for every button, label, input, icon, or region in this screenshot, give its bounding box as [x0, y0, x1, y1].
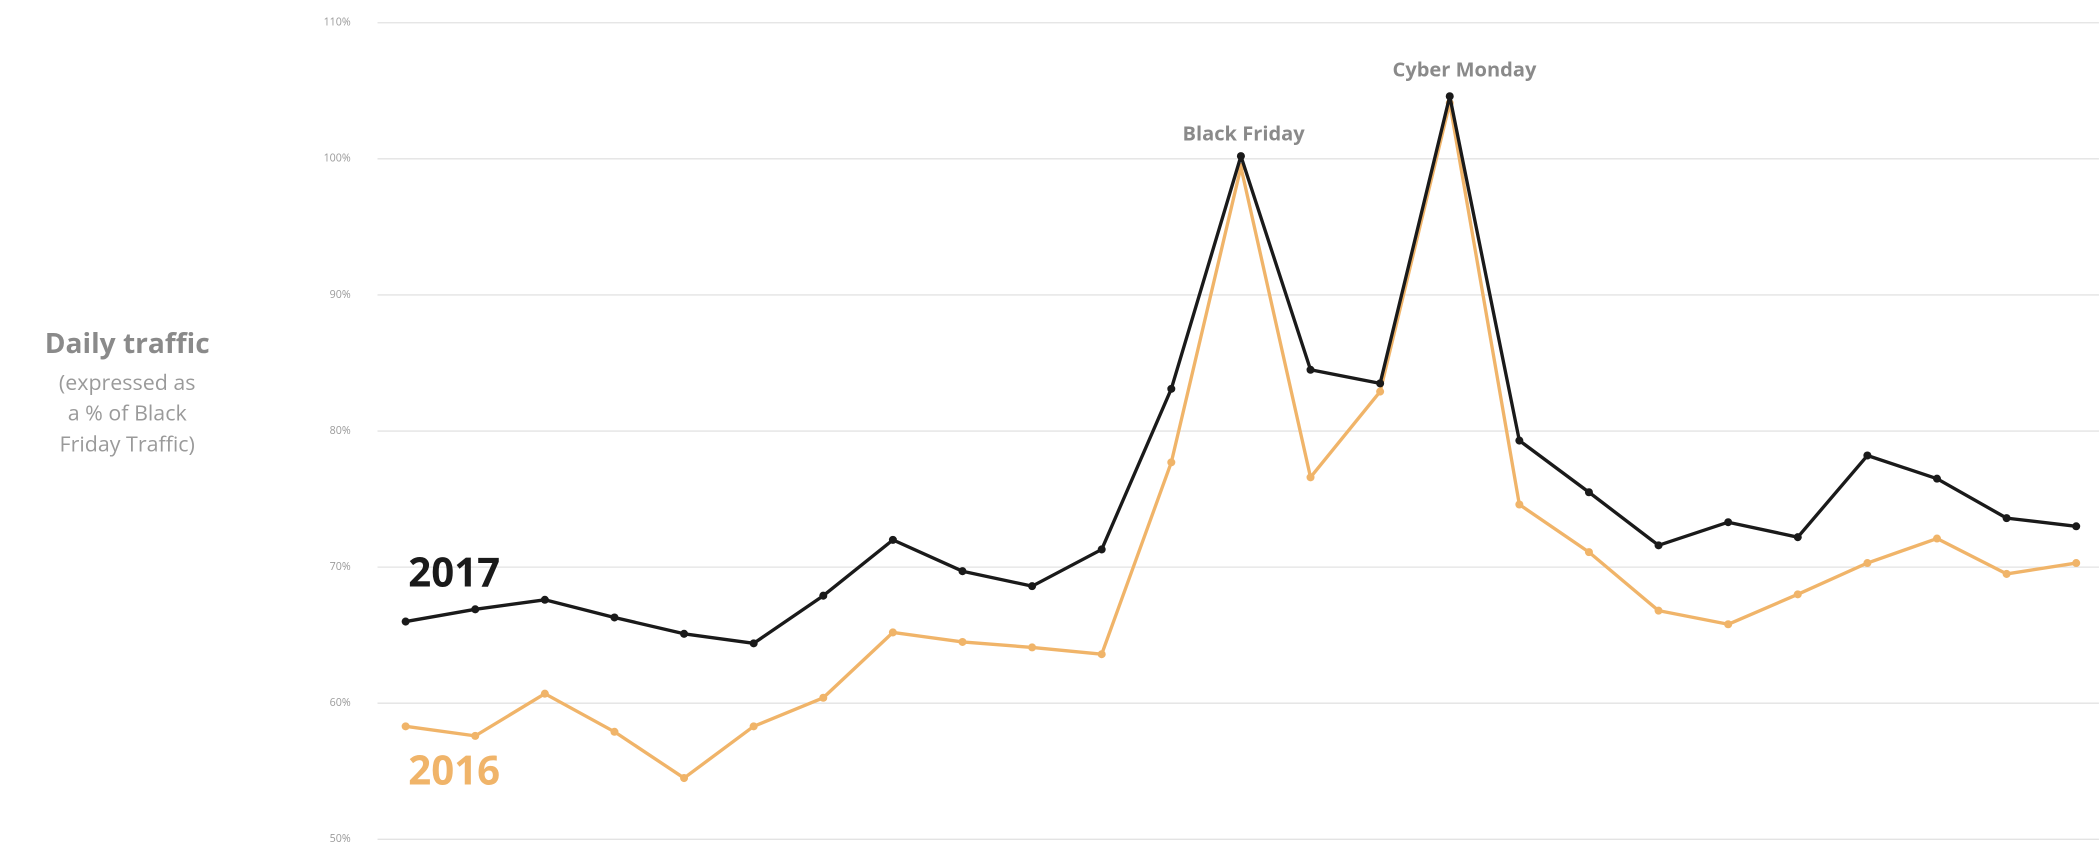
- y-tick-label: 110%: [324, 16, 351, 30]
- marker: [819, 591, 828, 600]
- marker: [958, 567, 967, 576]
- series-label: 2016: [408, 741, 500, 796]
- y-tick-label: 70%: [330, 560, 351, 574]
- y-tick-label: 90%: [330, 288, 351, 302]
- marker: [1445, 92, 1454, 101]
- y-tick-label: 60%: [330, 696, 351, 710]
- marker: [749, 639, 758, 648]
- marker: [749, 722, 758, 731]
- series-label: 2017: [408, 543, 500, 598]
- marker: [1097, 650, 1106, 659]
- marker: [1863, 559, 1872, 568]
- marker: [2072, 559, 2081, 568]
- marker: [401, 722, 410, 731]
- marker: [888, 535, 897, 544]
- marker: [1376, 379, 1385, 388]
- marker: [1306, 365, 1315, 374]
- marker: [680, 629, 689, 638]
- marker: [1793, 590, 1802, 599]
- marker: [1028, 643, 1037, 652]
- marker: [1584, 548, 1593, 557]
- y-tick-label: 50%: [330, 832, 351, 846]
- annotation: Black Friday: [1183, 120, 1306, 147]
- series-line: [405, 101, 2077, 780]
- y-tick-label: 80%: [330, 424, 351, 438]
- marker: [1515, 436, 1524, 445]
- marker: [1932, 474, 1942, 483]
- marker: [471, 731, 480, 740]
- marker: [610, 727, 619, 736]
- marker: [540, 689, 549, 698]
- y-axis-note-line: Friday Traffic): [60, 429, 195, 458]
- y-tick-label: 100%: [324, 152, 351, 166]
- marker: [1724, 518, 1733, 527]
- marker: [819, 693, 828, 702]
- marker: [1793, 533, 1802, 542]
- grid: 50% 60% 70% 80% 90% 100% 110%: [324, 16, 2099, 846]
- marker: [1654, 541, 1663, 550]
- series-line: [405, 94, 2077, 646]
- marker: [1376, 387, 1385, 396]
- marker: [1028, 582, 1037, 591]
- marker: [888, 628, 897, 637]
- marker: [1932, 534, 1942, 543]
- y-axis-note-line: a % of Black: [68, 399, 188, 428]
- lines: [401, 92, 2081, 783]
- marker: [1167, 384, 1176, 393]
- marker: [2002, 514, 2011, 523]
- labels: 2017 2016 Black Friday Cyber Monday: [408, 55, 1537, 796]
- marker: [1306, 473, 1315, 482]
- marker: [2072, 522, 2081, 531]
- marker: [1724, 620, 1733, 629]
- marker: [680, 774, 689, 783]
- marker: [1515, 500, 1524, 509]
- marker: [2002, 569, 2011, 578]
- marker: [1863, 451, 1872, 460]
- marker: [1584, 488, 1593, 497]
- marker: [1097, 545, 1106, 554]
- marker: [958, 637, 967, 646]
- y-axis-label: Daily traffic: [45, 324, 210, 362]
- annotation: Cyber Monday: [1393, 55, 1537, 82]
- marker: [1167, 458, 1176, 467]
- marker: [471, 605, 480, 614]
- marker: [1236, 152, 1245, 161]
- y-axis-note-line: (expressed as: [59, 368, 196, 397]
- marker: [610, 613, 619, 622]
- marker: [401, 617, 410, 626]
- marker: [540, 595, 549, 604]
- marker: [1654, 606, 1663, 615]
